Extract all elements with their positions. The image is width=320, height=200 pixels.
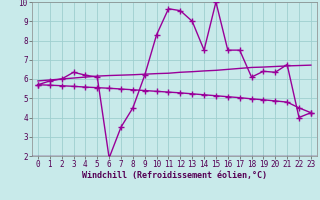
X-axis label: Windchill (Refroidissement éolien,°C): Windchill (Refroidissement éolien,°C): [82, 171, 267, 180]
